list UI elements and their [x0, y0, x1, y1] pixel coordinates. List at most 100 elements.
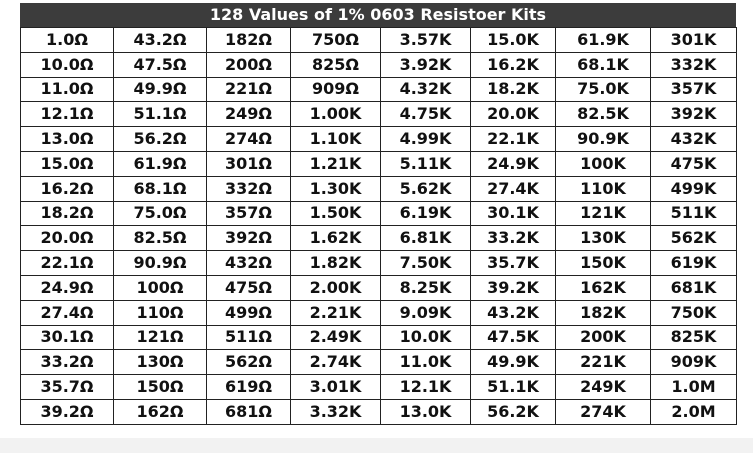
- resistor-value: 49.9Ω: [113, 76, 207, 103]
- table-row: 30.1Ω 121Ω 511Ω 2.49K 10.0K 47.5K 200K 825K: [20, 324, 737, 351]
- resistor-value: 22.1K: [470, 126, 556, 152]
- resistor-value: 16.2Ω: [20, 175, 114, 202]
- resistor-value: 43.2K: [470, 299, 556, 326]
- resistor-value: 30.1Ω: [20, 324, 114, 351]
- resistor-value: 9.09K: [380, 299, 471, 326]
- resistor-value: 18.2K: [470, 76, 556, 103]
- table-row: 1.0Ω 43.2Ω 182Ω 750Ω 3.57K 15.0K 61.9K 301K: [20, 27, 737, 53]
- table-row: 13.0Ω 56.2Ω 274Ω 1.10K 4.99K 22.1K 90.9K 432K: [20, 126, 737, 152]
- resistor-value: 2.0M: [650, 398, 737, 425]
- resistor-value: 475K: [650, 150, 737, 177]
- resistor-value: 121Ω: [113, 324, 207, 351]
- table-row: 11.0Ω 49.9Ω 221Ω 909Ω 4.32K 18.2K 75.0K 357K: [20, 76, 737, 103]
- resistor-value: 130Ω: [113, 349, 207, 376]
- resistor-value: 182Ω: [206, 27, 291, 53]
- resistor-value: 2.49K: [290, 324, 381, 351]
- resistor-value: 110K: [555, 175, 651, 202]
- resistor-value: 16.2K: [470, 51, 556, 78]
- resistor-value: 100K: [555, 150, 651, 177]
- resistor-value: 4.99K: [380, 126, 471, 152]
- resistor-value: 4.32K: [380, 76, 471, 103]
- resistor-value: 68.1K: [555, 51, 651, 78]
- resistor-value: 681K: [650, 274, 737, 301]
- bottom-band: [0, 438, 753, 453]
- resistor-value: 750K: [650, 299, 737, 326]
- table-row: 27.4Ω 110Ω 499Ω 2.21K 9.09K 43.2K 182K 750K: [20, 299, 737, 326]
- resistor-value: 35.7K: [470, 250, 556, 276]
- resistor-value: 130K: [555, 225, 651, 252]
- table-row: 20.0Ω 82.5Ω 392Ω 1.62K 6.81K 33.2K 130K 562K: [20, 225, 737, 252]
- table-row: 35.7Ω 150Ω 619Ω 3.01K 12.1K 51.1K 249K 1.0M: [20, 374, 737, 400]
- resistor-value: 432K: [650, 126, 737, 152]
- resistor-value: 150K: [555, 250, 651, 276]
- resistor-value: 33.2K: [470, 225, 556, 252]
- resistor-value: 1.62K: [290, 225, 381, 252]
- resistor-value: 56.2Ω: [113, 126, 207, 152]
- resistor-value: 56.2K: [470, 398, 556, 425]
- resistor-value: 249Ω: [206, 101, 291, 128]
- resistor-value: 7.50K: [380, 250, 471, 276]
- resistor-value: 249K: [555, 374, 651, 400]
- resistor-value: 1.50K: [290, 200, 381, 227]
- resistor-value: 562K: [650, 225, 737, 252]
- resistor-value: 511Ω: [206, 324, 291, 351]
- resistor-value: 619K: [650, 250, 737, 276]
- resistor-value: 332Ω: [206, 175, 291, 202]
- resistor-value: 24.9K: [470, 150, 556, 177]
- table-row: 33.2Ω 130Ω 562Ω 2.74K 11.0K 49.9K 221K 909K: [20, 349, 737, 376]
- resistor-value: 1.00K: [290, 101, 381, 128]
- resistor-value: 24.9Ω: [20, 274, 114, 301]
- resistor-value: 301Ω: [206, 150, 291, 177]
- resistor-value: 13.0Ω: [20, 126, 114, 152]
- resistor-value: 121K: [555, 200, 651, 227]
- resistor-value: 68.1Ω: [113, 175, 207, 202]
- resistor-value: 1.30K: [290, 175, 381, 202]
- resistor-value: 10.0K: [380, 324, 471, 351]
- resistor-value: 200K: [555, 324, 651, 351]
- resistor-value: 15.0Ω: [20, 150, 114, 177]
- resistor-value: 20.0K: [470, 101, 556, 128]
- resistor-value: 511K: [650, 200, 737, 227]
- resistor-value: 392K: [650, 101, 737, 128]
- resistor-value: 61.9K: [555, 27, 651, 53]
- resistor-value: 3.01K: [290, 374, 381, 400]
- resistor-value: 10.0Ω: [20, 51, 114, 78]
- resistor-value: 22.1Ω: [20, 250, 114, 276]
- resistor-value: 562Ω: [206, 349, 291, 376]
- resistor-value: 8.25K: [380, 274, 471, 301]
- resistor-value: 15.0K: [470, 27, 556, 53]
- table-row: 12.1Ω 51.1Ω 249Ω 1.00K 4.75K 20.0K 82.5K 392K: [20, 101, 737, 128]
- resistor-value: 11.0K: [380, 349, 471, 376]
- table-row: 18.2Ω 75.0Ω 357Ω 1.50K 6.19K 30.1K 121K 511K: [20, 200, 737, 227]
- resistor-value: 1.10K: [290, 126, 381, 152]
- resistor-value: 301K: [650, 27, 737, 53]
- resistor-value: 82.5K: [555, 101, 651, 128]
- resistor-value: 357Ω: [206, 200, 291, 227]
- resistor-value: 2.00K: [290, 274, 381, 301]
- resistor-value: 49.9K: [470, 349, 556, 376]
- resistor-value: 182K: [555, 299, 651, 326]
- resistor-value: 475Ω: [206, 274, 291, 301]
- resistor-value: 3.92K: [380, 51, 471, 78]
- resistor-value: 432Ω: [206, 250, 291, 276]
- resistor-value: 47.5Ω: [113, 51, 207, 78]
- resistor-value: 825Ω: [290, 51, 381, 78]
- resistor-value: 61.9Ω: [113, 150, 207, 177]
- resistor-value: 162Ω: [113, 398, 207, 425]
- resistor-value: 75.0K: [555, 76, 651, 103]
- resistor-value: 2.21K: [290, 299, 381, 326]
- table-title: 128 Values of 1% 0603 Resistoer Kits: [20, 3, 736, 27]
- resistor-value: 39.2Ω: [20, 398, 114, 425]
- resistor-value: 1.21K: [290, 150, 381, 177]
- table-row: 15.0Ω 61.9Ω 301Ω 1.21K 5.11K 24.9K 100K 475K: [20, 150, 737, 177]
- resistor-value: 12.1K: [380, 374, 471, 400]
- table-row: 10.0Ω 47.5Ω 200Ω 825Ω 3.92K 16.2K 68.1K 332K: [20, 51, 737, 78]
- table-row: 39.2Ω 162Ω 681Ω 3.32K 13.0K 56.2K 274K 2.0M: [20, 398, 737, 425]
- resistor-value: 357K: [650, 76, 737, 103]
- resistor-value: 909Ω: [290, 76, 381, 103]
- resistor-value: 909K: [650, 349, 737, 376]
- resistor-table: 128 Values of 1% 0603 Resistoer Kits 1.0…: [20, 3, 737, 425]
- resistor-value: 332K: [650, 51, 737, 78]
- resistor-value: 51.1Ω: [113, 101, 207, 128]
